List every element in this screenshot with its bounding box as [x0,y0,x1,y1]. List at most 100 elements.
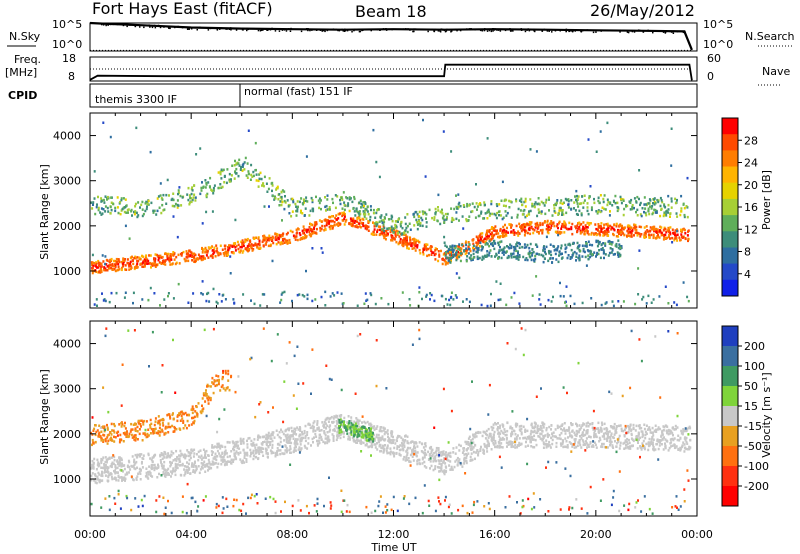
power-cell [438,255,441,258]
power-cell [547,225,550,228]
power-cell [176,199,179,202]
power-cell [495,232,498,236]
power-cell [303,229,306,232]
power-cell [497,257,499,260]
nsky-point [490,30,493,33]
velocity-cell [664,438,667,441]
velocity-cell [95,468,98,471]
velocity-cell [103,463,106,466]
power-cell [305,269,307,273]
power-cell [434,258,437,261]
power-cell [279,234,282,237]
velocity-cell [573,431,576,435]
power-cell [577,222,579,225]
power-cell [251,249,254,252]
nsky-point [126,25,128,28]
power-cell [450,256,453,259]
velocity-cell [269,441,272,444]
nsky-point [228,28,231,30]
velocity-cell [538,428,541,431]
power-cell [448,248,451,251]
velocity-cell [680,432,683,435]
power-cell [445,251,448,254]
power-cell [575,198,577,202]
velocity-cell [192,455,195,458]
power-cell [567,243,570,246]
velocity-cell [262,454,265,457]
velocity-cell [244,453,247,456]
velocity-cell [314,432,317,436]
power-cell [190,192,193,196]
power-cell [128,237,131,240]
power-cell [398,241,401,245]
power-cell [658,229,661,232]
power-cell [313,226,316,229]
power-cell [120,198,123,202]
power-cell [365,217,368,220]
nsky-point [670,30,672,33]
power-cell [643,203,646,206]
power-cell [607,254,610,257]
velocity-cell [365,444,368,447]
velocity-cell [322,440,325,444]
velocity-cell [100,460,103,463]
velocity-cell [385,449,388,453]
power-cell [649,205,651,208]
power-cell [554,230,557,234]
velocity-cell [573,441,576,444]
power-cell [449,253,452,256]
velocity-cell [139,478,142,481]
nsky-point [509,29,511,31]
power-cell [114,265,117,269]
velocity-cell [468,442,471,445]
power-cell [536,245,539,248]
power-cell [619,253,622,257]
velocity-cell [211,446,214,449]
power-cell [622,300,625,303]
power-cell [593,233,596,236]
power-cell [437,193,440,197]
power-cell [444,254,447,257]
power-cell [276,187,278,190]
nsky-point [364,28,367,31]
velocity-cell [675,445,678,448]
power-cell [667,211,669,214]
velocity-cell [530,430,533,433]
power-cell [120,209,123,212]
power-cell [489,212,492,216]
power-cell [191,186,194,189]
power-cell [391,239,394,242]
power-cell [114,209,117,213]
power-cell [362,224,365,228]
power-cell [640,233,643,236]
power-cell [240,166,242,169]
power-cell [233,245,235,248]
power-cell [212,252,215,256]
velocity-cell [424,445,427,448]
power-cell [228,244,230,247]
power-cell [468,243,471,246]
power-cell [484,254,486,258]
power-cell [529,255,532,259]
power-cell [128,268,131,271]
velocity-cell [448,454,451,458]
power-cell [253,243,256,247]
power-cell [425,248,428,252]
velocity-cell [155,467,158,470]
power-cell [668,235,670,239]
power-cell [161,255,164,259]
power-cell [258,239,261,242]
velocity-cell [488,442,490,446]
velocity-cell [681,445,683,449]
nsky-point [548,30,550,32]
velocity-cell [472,441,475,444]
power-cell [626,204,629,208]
velocity-cell [554,428,557,431]
power-cell [520,229,523,233]
power-cell [568,221,571,225]
power-cell [535,243,538,247]
velocity-cell [199,456,202,459]
power-cell [614,194,617,198]
power-cell [281,233,284,236]
power-cell [647,294,650,298]
